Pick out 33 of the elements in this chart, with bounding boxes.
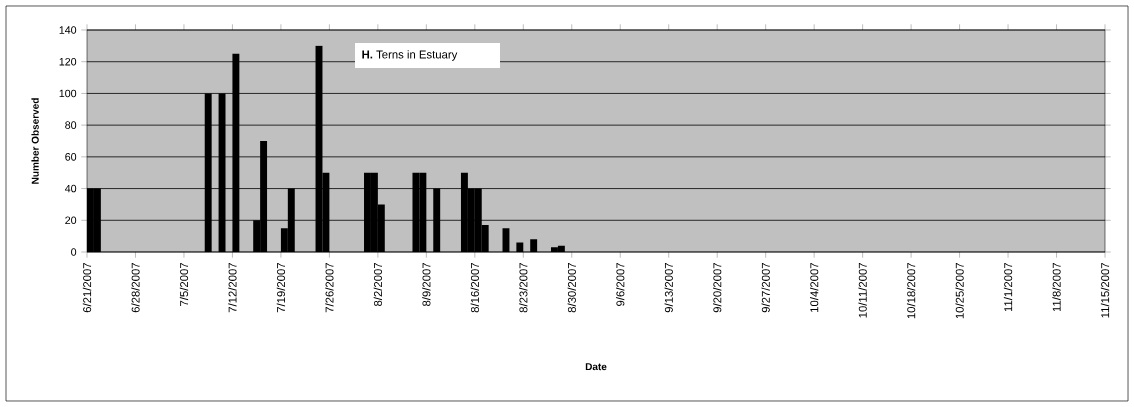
x-tick-label: 9/20/2007 <box>713 262 722 313</box>
x-tick-label: 11/1/2007 <box>1003 262 1013 312</box>
x-tick-label: 8/16/2007 <box>470 262 479 313</box>
x-tick-label: 6/21/2007 <box>82 262 92 313</box>
x-tick-label: 10/18/2007 <box>906 262 916 319</box>
y-tick-label: 40 <box>64 184 77 193</box>
x-axis-title: Date <box>585 363 607 371</box>
y-tick-label: 60 <box>65 153 77 161</box>
x-tick-label: 9/13/2007 <box>664 262 673 313</box>
x-tick-label: 10/4/2007 <box>809 262 819 312</box>
x-tick-label: 8/9/2007 <box>422 262 431 307</box>
y-tick-label: 140 <box>59 26 77 34</box>
y-tick-label: 120 <box>59 57 77 66</box>
x-tick-label: 6/28/2007 <box>131 262 140 313</box>
x-tick-label: 7/12/2007 <box>228 262 237 313</box>
x-tick-label: 7/5/2007 <box>179 262 189 306</box>
y-axis-title: Number Observed <box>31 98 39 184</box>
text: H. Terns in Estuary <box>362 50 458 61</box>
x-tick-label: 8/23/2007 <box>519 262 528 313</box>
x-tick-label: 7/19/2007 <box>276 262 286 313</box>
x-tick-label: 11/15/2007 <box>1100 262 1110 318</box>
x-tick-label: 8/2/2007 <box>373 262 383 307</box>
x-tick-label: 7/26/2007 <box>325 262 334 313</box>
x-tick-label: 10/11/2007 <box>858 262 867 318</box>
x-tick-label: 11/8/2007 <box>1052 262 1061 312</box>
x-tick-label: 10/25/2007 <box>955 262 964 319</box>
x-tick-label: 8/30/2007 <box>567 262 576 313</box>
y-tick-label: 80 <box>65 121 77 129</box>
y-tick-label: 0 <box>71 248 77 256</box>
x-tick-label: 9/27/2007 <box>761 262 770 313</box>
y-tick-label: 20 <box>65 216 77 225</box>
x-tick-label: 9/6/2007 <box>616 262 625 306</box>
y-tick-label: 100 <box>59 89 77 98</box>
